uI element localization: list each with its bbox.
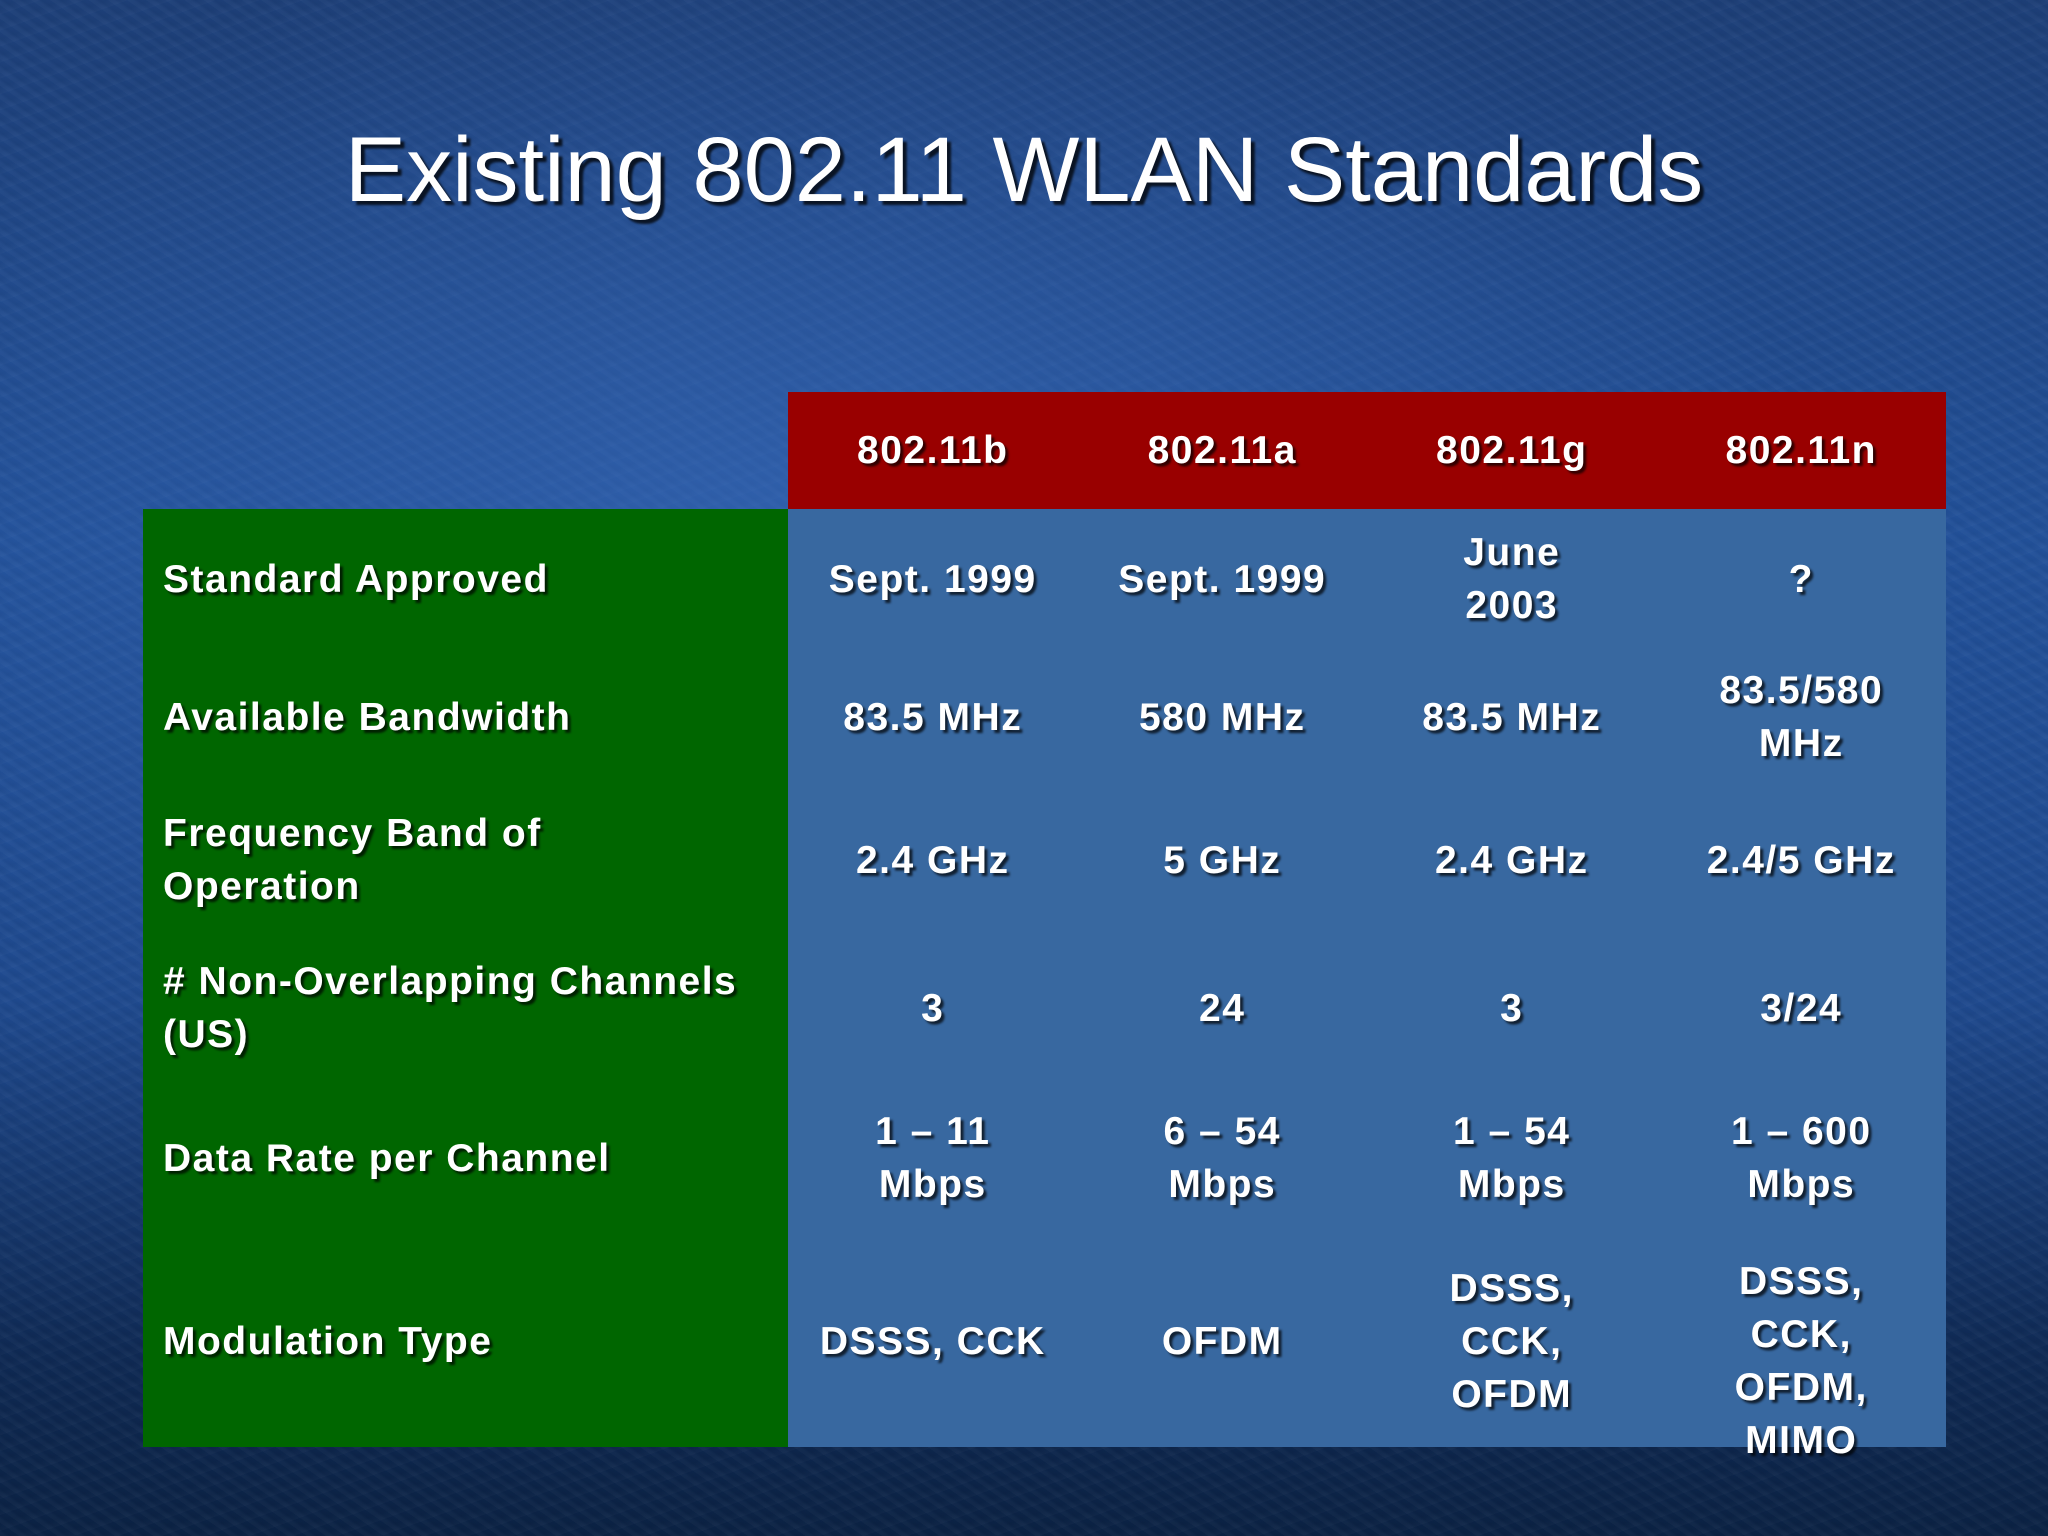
table-cell: OFDM [1077, 1235, 1367, 1447]
cell-text: 6 – 54 Mbps [1163, 1110, 1281, 1206]
table-cell: June 2003 [1367, 509, 1657, 649]
table-row: Modulation Type DSSS, CCK OFDM DSSS, CCK… [143, 1235, 1946, 1462]
table-cell: 3 [788, 935, 1078, 1081]
column-header-80211g: 802.11g [1367, 392, 1657, 509]
row-label-text: Frequency Band of Operation [163, 812, 542, 908]
row-label-text: # Non-Overlapping Channels (US) [163, 960, 738, 1056]
table-cell: 5 GHz [1077, 785, 1367, 935]
cell-text: DSSS, CCK, OFDM, MIMO [1734, 1260, 1868, 1462]
header-row: 802.11b 802.11a 802.11g 802.11n [143, 392, 1946, 509]
table-cell: 6 – 54 Mbps [1077, 1081, 1367, 1235]
row-label: Frequency Band of Operation [143, 785, 788, 935]
cell-text: 1 – 54 Mbps [1453, 1110, 1571, 1206]
table-cell: 3/24 [1656, 935, 1946, 1081]
cell-text: 83.5 MHz [843, 695, 1023, 739]
table-cell: Sept. 1999 [788, 509, 1078, 649]
row-label: Available Bandwidth [143, 649, 788, 785]
table-cell: DSSS, CCK, OFDM, MIMO [1656, 1235, 1946, 1462]
table-cell: DSSS, CCK, OFDM [1367, 1235, 1657, 1447]
table-cell: 2.4 GHz [1367, 785, 1657, 935]
cell-text: 83.5/580 MHz [1719, 669, 1884, 765]
table-cell: Sept. 1999 [1077, 509, 1367, 649]
cell-text: 1 – 600 Mbps [1730, 1110, 1872, 1206]
row-label: Modulation Type [143, 1235, 788, 1447]
table-row: # Non-Overlapping Channels (US) 3 24 3 3… [143, 935, 1946, 1081]
cell-text: 2.4 GHz [855, 838, 1010, 882]
table-cell: ? [1656, 509, 1946, 649]
table-cell: 83.5 MHz [788, 649, 1078, 785]
table-row: Standard Approved Sept. 1999 Sept. 1999 … [143, 509, 1946, 649]
table-cell: 3 [1367, 935, 1657, 1081]
table-cell: 580 MHz [1077, 649, 1367, 785]
cell-text: ? [1788, 557, 1814, 601]
cell-text: 3 [921, 986, 945, 1030]
table-cell: 83.5/580 MHz [1656, 649, 1946, 785]
cell-text: 2.4/5 GHz [1706, 838, 1896, 882]
table-cell: 1 – 11 Mbps [788, 1081, 1078, 1235]
table-row: Data Rate per Channel 1 – 11 Mbps 6 – 54… [143, 1081, 1946, 1235]
cell-text: 5 GHz [1163, 838, 1282, 882]
cell-text: 2.4 GHz [1434, 838, 1589, 882]
cell-text: 83.5 MHz [1422, 695, 1602, 739]
row-label: # Non-Overlapping Channels (US) [143, 935, 788, 1081]
column-header-80211b: 802.11b [788, 392, 1078, 509]
cell-text: 24 [1199, 986, 1246, 1030]
table-cell: 83.5 MHz [1367, 649, 1657, 785]
standards-table: 802.11b 802.11a 802.11g 802.11n Standard… [143, 392, 1946, 1462]
row-label: Standard Approved [143, 509, 788, 649]
cell-text: June 2003 [1463, 531, 1561, 627]
corner-cell [143, 392, 788, 509]
table-cell: 1 – 600 Mbps [1656, 1081, 1946, 1235]
row-label: Data Rate per Channel [143, 1081, 788, 1235]
cell-text: OFDM [1161, 1319, 1283, 1363]
table-cell: 2.4 GHz [788, 785, 1078, 935]
cell-text: DSSS, CCK, OFDM [1449, 1266, 1575, 1416]
cell-text: DSSS, CCK [819, 1319, 1046, 1363]
table-cell: 1 – 54 Mbps [1367, 1081, 1657, 1235]
column-header-80211n: 802.11n [1656, 392, 1946, 509]
cell-text: 3 [1500, 986, 1524, 1030]
cell-text: Sept. 1999 [1118, 557, 1327, 601]
cell-text: 580 MHz [1138, 695, 1306, 739]
table-cell: DSSS, CCK [788, 1235, 1078, 1447]
cell-text: 1 – 11 Mbps [875, 1110, 991, 1206]
table-row: Available Bandwidth 83.5 MHz 580 MHz 83.… [143, 649, 1946, 785]
column-header-80211a: 802.11a [1077, 392, 1367, 509]
table-cell: 2.4/5 GHz [1656, 785, 1946, 935]
table-cell: 24 [1077, 935, 1367, 1081]
cell-text: Sept. 1999 [828, 557, 1037, 601]
table-row: Frequency Band of Operation 2.4 GHz 5 GH… [143, 785, 1946, 935]
cell-text: 3/24 [1760, 986, 1843, 1030]
slide-title: Existing 802.11 WLAN Standards [344, 119, 1704, 221]
